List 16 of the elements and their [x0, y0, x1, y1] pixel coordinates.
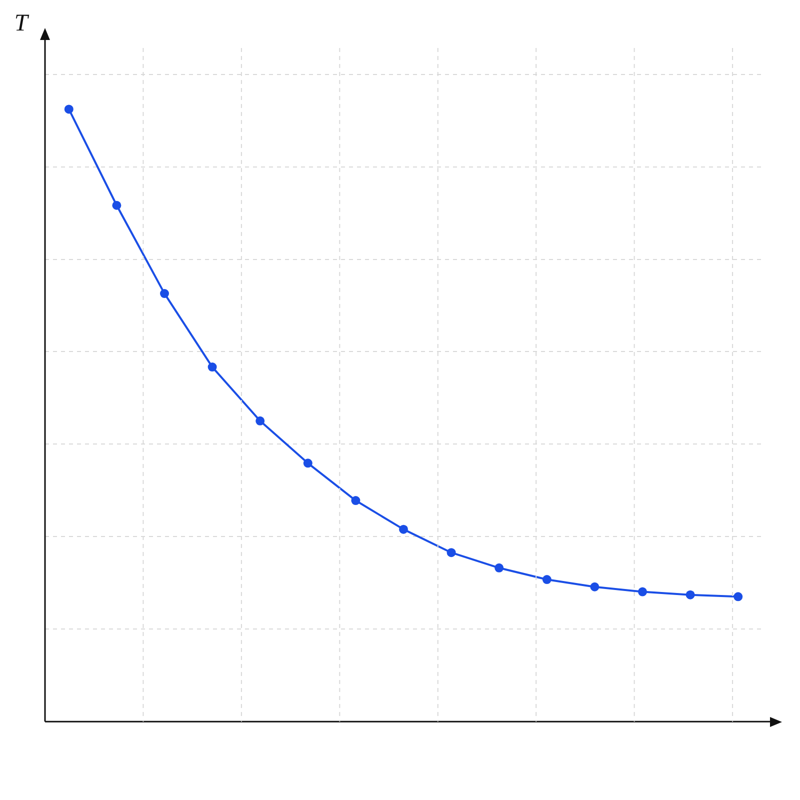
point — [351, 496, 360, 506]
point — [112, 200, 122, 210]
point — [399, 524, 408, 534]
y-axis-title: T — [14, 10, 30, 36]
point — [446, 548, 456, 558]
point — [256, 416, 265, 426]
point — [160, 289, 169, 298]
point — [542, 575, 552, 584]
point — [494, 563, 504, 572]
point — [638, 587, 647, 596]
point — [686, 590, 695, 600]
point — [303, 458, 312, 468]
point — [734, 592, 743, 602]
point — [590, 582, 600, 592]
point — [208, 362, 217, 372]
point — [64, 104, 74, 114]
